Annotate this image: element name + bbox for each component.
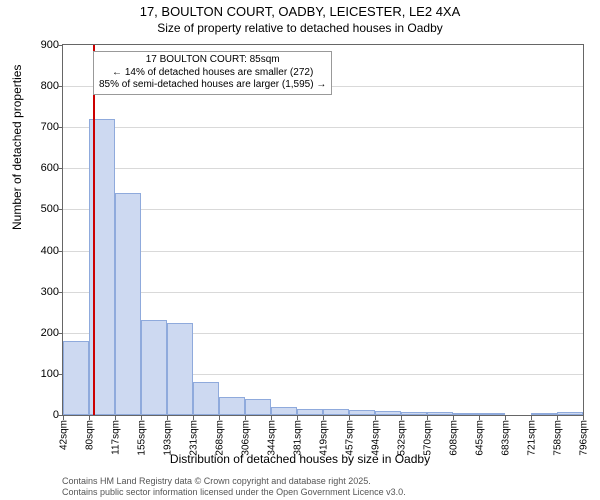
title-line2: Size of property relative to detached ho… [0,21,600,37]
histogram-bar [557,412,583,415]
x-tick-label: 306sqm [239,420,252,456]
annotation-box: 17 BOULTON COURT: 85sqm← 14% of detached… [93,51,332,95]
x-tick-label: 608sqm [447,420,460,456]
histogram-bar [271,407,297,415]
anno-line1: 17 BOULTON COURT: 85sqm [99,54,326,67]
x-tick-label: 683sqm [499,420,512,456]
x-tick-label: 344sqm [265,420,278,456]
histogram-bar [193,382,219,415]
histogram-bar [167,323,193,416]
histogram-bar [453,413,479,415]
x-tick-label: 231sqm [187,420,200,456]
x-tick-label: 758sqm [551,420,564,456]
anno-line3: 85% of semi-detached houses are larger (… [99,79,326,92]
x-tick-label: 117sqm [109,420,122,455]
histogram-bar [375,411,401,415]
histogram-bar [219,397,245,416]
histogram-bar [141,320,167,415]
histogram-bar [63,341,89,415]
histogram-bar [401,412,427,415]
reference-line [93,45,95,415]
histogram-bar [531,413,557,415]
anno-line2: ← 14% of detached houses are smaller (27… [99,67,326,80]
x-tick-label: 155sqm [135,420,148,456]
x-tick-label: 457sqm [343,420,356,456]
x-tick-label: 80sqm [83,420,96,450]
x-tick-label: 193sqm [161,420,174,456]
chart-title: 17, BOULTON COURT, OADBY, LEICESTER, LE2… [0,4,600,36]
x-tick-label: 494sqm [369,420,382,456]
x-tick-label: 721sqm [525,420,538,456]
footer-attribution: Contains HM Land Registry data © Crown c… [62,476,406,499]
x-tick-label: 268sqm [213,420,226,456]
footer-line1: Contains HM Land Registry data © Crown c… [62,476,406,487]
x-tick-label: 570sqm [421,420,434,456]
histogram-bar [427,412,453,415]
histogram-bar [479,413,505,415]
x-axis-label: Distribution of detached houses by size … [0,452,600,466]
x-tick-label: 419sqm [317,420,330,456]
y-axis-label: Number of detached properties [10,65,24,230]
x-tick-label: 532sqm [395,420,408,456]
x-tick-label: 42sqm [57,420,70,450]
histogram-bar [245,399,271,415]
title-line1: 17, BOULTON COURT, OADBY, LEICESTER, LE2… [0,4,600,21]
histogram-bar [115,193,141,415]
chart-plot-area: 010020030040050060070080090042sqm80sqm11… [62,44,584,416]
histogram-bar [323,409,349,415]
histogram-bar [297,409,323,415]
histogram-bar [349,410,375,415]
x-tick-label: 381sqm [291,420,304,456]
x-tick-label: 796sqm [577,420,590,456]
x-tick-label: 645sqm [473,420,486,456]
footer-line2: Contains public sector information licen… [62,487,406,498]
